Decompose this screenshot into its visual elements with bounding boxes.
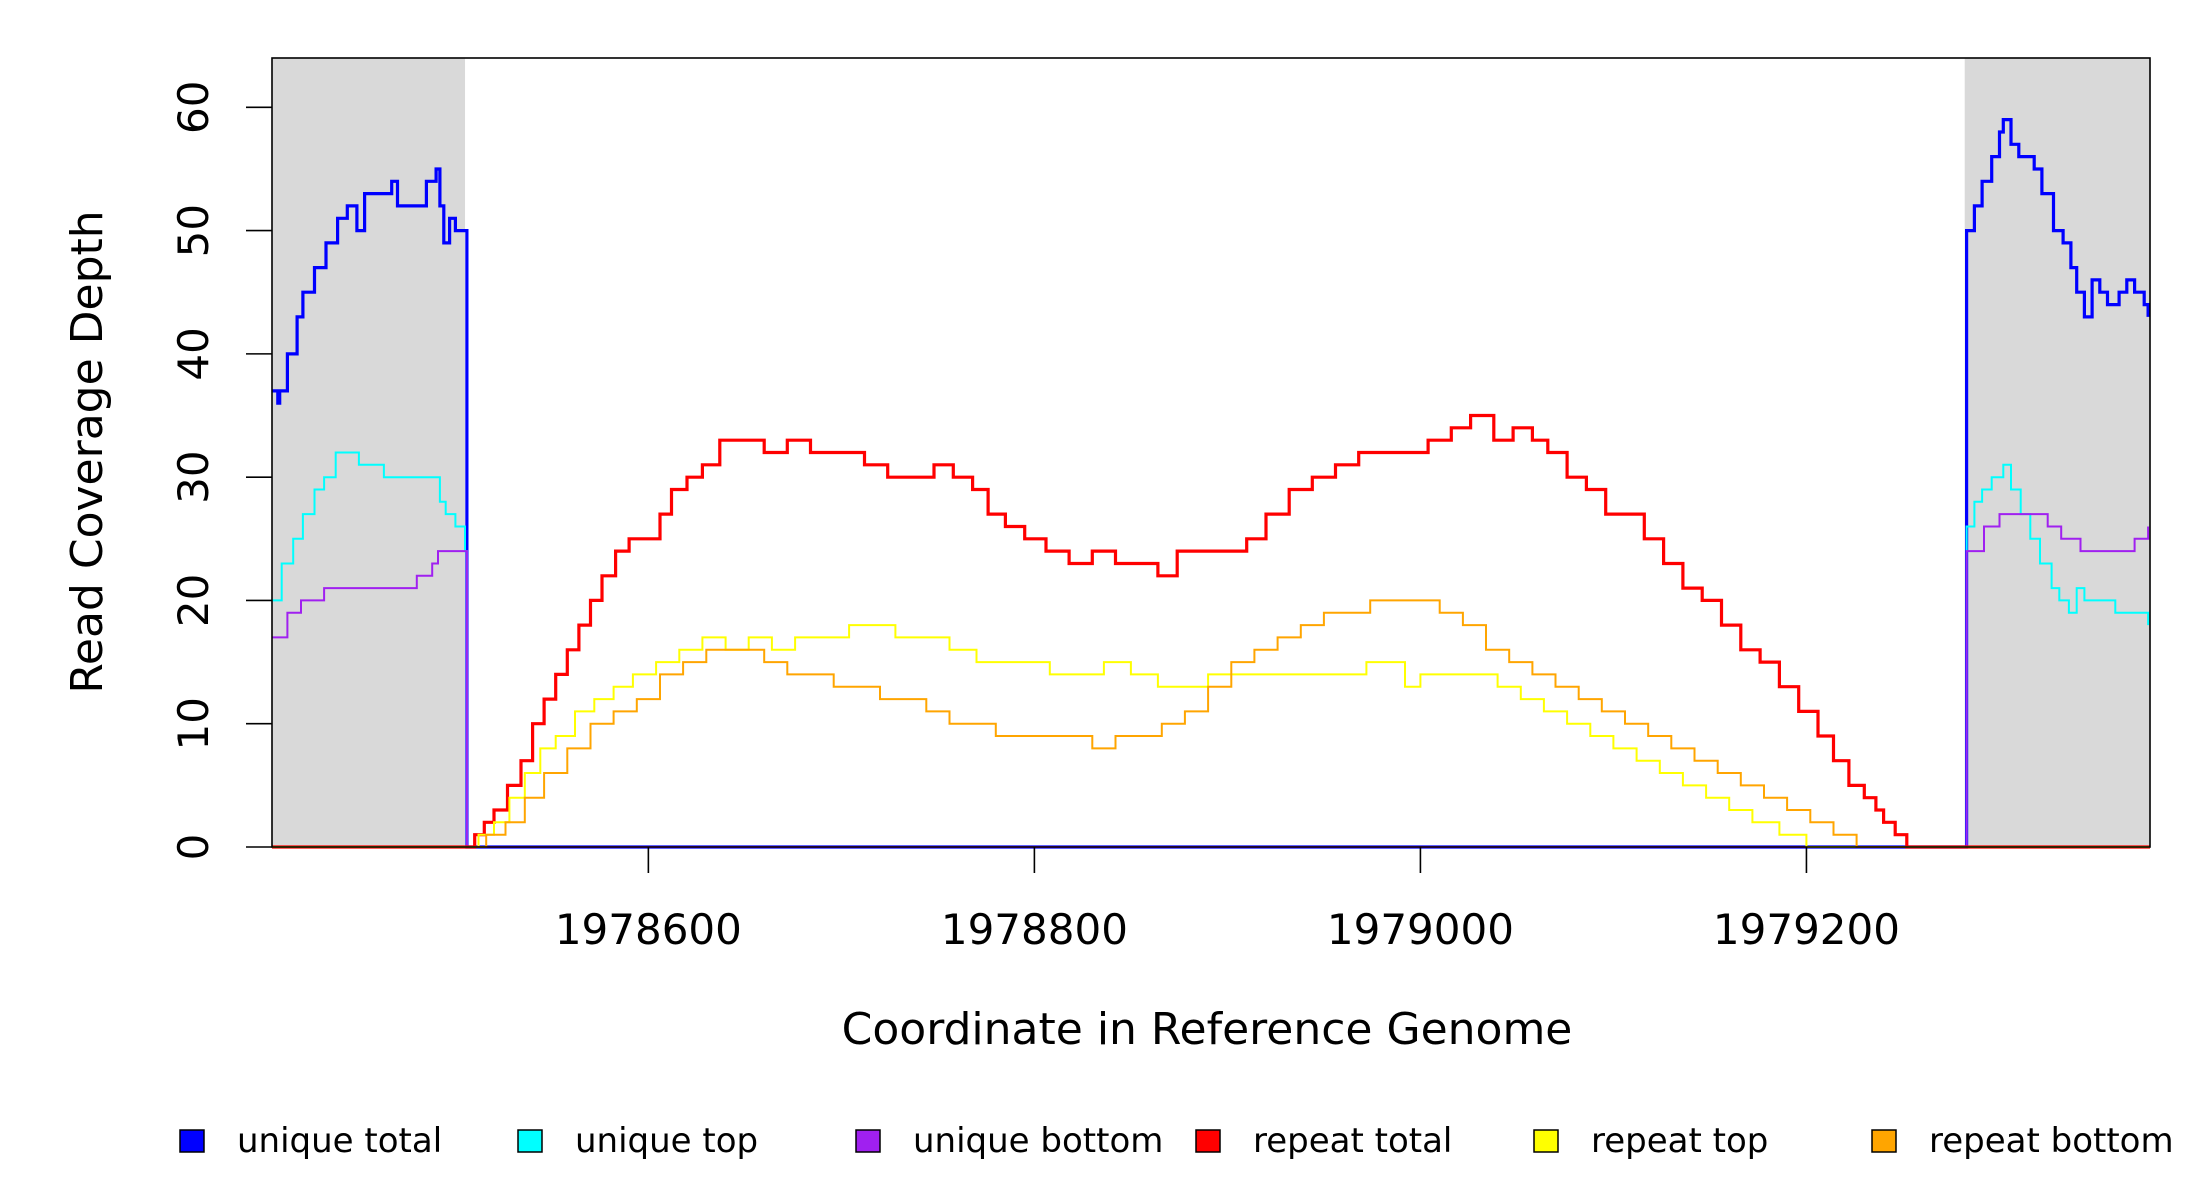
x-tick-label: 1978600 — [555, 905, 742, 954]
y-tick-label: 40 — [169, 327, 218, 380]
legend-label-unique-bottom: unique bottom — [913, 1121, 1163, 1161]
legend-swatch-unique-top — [517, 1129, 543, 1153]
series-line-repeat-bottom — [272, 599, 2150, 848]
y-tick-label: 20 — [169, 574, 218, 627]
plot-frame — [271, 57, 2151, 848]
legend-swatch-repeat-top — [1533, 1129, 1559, 1153]
series-line-unique-total — [272, 118, 2150, 849]
x-tick-label: 1978800 — [941, 905, 1128, 954]
axes: 0 10 20 30 40 50 60 1978600 1978800 1979000 197920… — [169, 57, 2151, 954]
shaded-region-1 — [272, 58, 466, 847]
legend-swatch-unique-bottom — [855, 1129, 881, 1153]
legend-swatch-repeat-bottom — [1871, 1129, 1897, 1153]
legend-label-repeat-total: repeat total — [1253, 1121, 1452, 1161]
legend-label-unique-total: unique total — [237, 1121, 442, 1161]
legend: unique total unique top unique bottom repea… — [179, 1121, 2174, 1161]
y-tick-label: 30 — [169, 450, 218, 503]
series-line-unique-top — [272, 451, 2150, 848]
legend-label-repeat-bottom: repeat bottom — [1929, 1121, 2174, 1161]
x-tick-label: 1979000 — [1327, 905, 1514, 954]
legend-swatch-unique-total — [179, 1129, 205, 1153]
shaded-region-2 — [1964, 58, 2150, 847]
x-axis-title: Coordinate in Reference Genome — [842, 1004, 1573, 1055]
y-tick-label: 10 — [169, 697, 218, 750]
y-axis-title: Read Coverage Depth — [62, 210, 113, 693]
y-tick-label: 50 — [169, 204, 218, 257]
y-tick-label: 0 — [169, 834, 218, 861]
plot-area — [272, 58, 2150, 849]
series-line-repeat-total — [272, 413, 2150, 849]
legend-swatch-repeat-total — [1195, 1129, 1221, 1153]
series-line-repeat-top — [272, 624, 2150, 848]
y-tick-label: 60 — [169, 81, 218, 134]
legend-label-unique-top: unique top — [575, 1121, 758, 1161]
legend-label-repeat-top: repeat top — [1591, 1121, 1768, 1161]
x-tick-label: 1979200 — [1713, 905, 1900, 954]
